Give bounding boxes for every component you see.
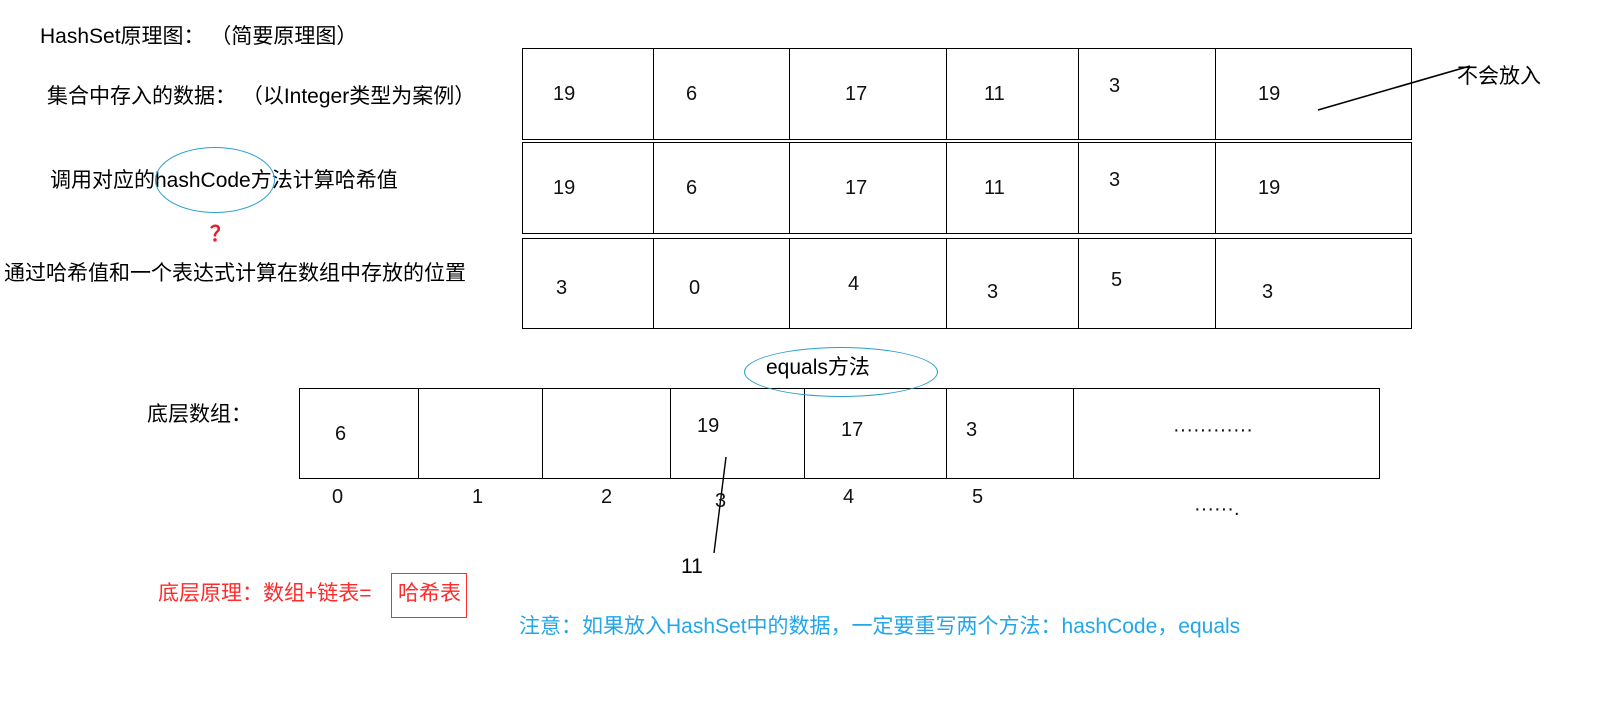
label-index-calculation: 通过哈希值和一个表达式计算在数组中存放的位置 (4, 262, 466, 285)
chain-node-value: 11 (681, 555, 703, 578)
table-cell-value: 4 (848, 273, 860, 295)
table-cell-value: 17 (845, 83, 868, 105)
table-cell-value: 17 (845, 177, 868, 199)
array-cell-divider (418, 389, 419, 478)
chain-link-line (713, 456, 727, 554)
table-cell-value: 3 (1109, 75, 1121, 97)
table-cell-hashcodes-5: 19 (1215, 143, 1413, 233)
array-cell-value-0: 6 (335, 423, 347, 445)
array-cell-divider (946, 389, 947, 478)
table-cell-values-2: 17 (789, 49, 946, 139)
array-index-label-4: 4 (843, 486, 855, 508)
array-index-label-6: ······. (1194, 498, 1240, 520)
array-cell-value-3: 19 (697, 415, 720, 437)
table-cell-hashcodes-4: 3 (1078, 143, 1215, 233)
table-cell-value: 6 (686, 177, 698, 199)
table-cell-indexes-0: 3 (523, 239, 653, 328)
table-cell-value: 3 (1262, 281, 1274, 303)
table-cell-indexes-1: 0 (653, 239, 789, 328)
array-cell-value-6: ············ (1173, 419, 1253, 441)
table-row-hashcodes: 19 6 17 11 3 19 (522, 142, 1412, 234)
table-cell-value: 3 (987, 281, 999, 303)
table-cell-value: 11 (984, 177, 1005, 199)
array-cell-divider (1073, 389, 1074, 478)
table-cell-indexes-3: 3 (946, 239, 1078, 328)
table-cell-value: 0 (689, 277, 701, 299)
label-underlying-array: 底层数组： (147, 403, 252, 426)
table-cell-hashcodes-2: 17 (789, 143, 946, 233)
table-cell-indexes-2: 4 (789, 239, 946, 328)
array-index-label-2: 2 (601, 486, 613, 508)
table-row-values: 19 6 17 11 3 19 (522, 48, 1412, 140)
not-inserted-label: 不会放入 (1457, 65, 1541, 88)
table-cell-values-0: 19 (523, 49, 653, 139)
table-cell-value: 3 (1109, 169, 1121, 191)
table-cell-values-1: 6 (653, 49, 789, 139)
hashtable-highlight-text: 哈希表 (398, 582, 461, 605)
array-cell-divider (804, 389, 805, 478)
array-index-label-5: 5 (972, 486, 984, 508)
table-cell-hashcodes-0: 19 (523, 143, 653, 233)
hashcode-circle-annotation (155, 147, 275, 213)
array-cell-value-4: 17 (841, 419, 864, 441)
table-cell-value: 3 (556, 277, 568, 299)
table-cell-values-4: 3 (1078, 49, 1215, 139)
table-cell-hashcodes-3: 11 (946, 143, 1078, 233)
equals-circle-annotation (744, 347, 938, 397)
page-title: HashSet原理图： （简要原理图） (40, 25, 358, 48)
table-cell-value: 19 (1258, 83, 1281, 105)
underlying-array-box: 6 19 17 3 ············ (299, 388, 1380, 479)
hashtable-highlight-box (391, 573, 467, 618)
table-cell-value: 19 (553, 177, 576, 199)
array-cell-value-5: 3 (966, 419, 978, 441)
table-cell-values-5: 19 (1215, 49, 1413, 139)
equals-method-label: equals方法 (766, 356, 870, 379)
table-cell-indexes-5: 3 (1215, 239, 1413, 328)
table-cell-value: 11 (984, 83, 1005, 105)
bottom-principle-note: 底层原理：数组+链表= (158, 582, 372, 605)
not-inserted-leader-line (1317, 65, 1471, 111)
array-index-label-3: 3 (715, 490, 727, 512)
array-index-label-1: 1 (472, 486, 484, 508)
table-row-indexes: 3 0 4 3 5 3 (522, 238, 1412, 329)
bottom-warning-note: 注意：如果放入HashSet中的数据，一定要重写两个方法：hashCode，eq… (519, 615, 1241, 638)
table-cell-value: 5 (1111, 269, 1123, 291)
array-cell-divider (542, 389, 543, 478)
table-cell-hashcodes-1: 6 (653, 143, 789, 233)
table-cell-values-3: 11 (946, 49, 1078, 139)
question-mark-annotation: ？ (210, 223, 231, 246)
array-index-label-0: 0 (332, 486, 344, 508)
table-cell-value: 6 (686, 83, 698, 105)
label-stored-data: 集合中存入的数据： （以Integer类型为案例） (47, 85, 476, 108)
table-cell-indexes-4: 5 (1078, 239, 1215, 328)
table-cell-value: 19 (1258, 177, 1281, 199)
array-cell-divider (670, 389, 671, 478)
table-cell-value: 19 (553, 83, 576, 105)
